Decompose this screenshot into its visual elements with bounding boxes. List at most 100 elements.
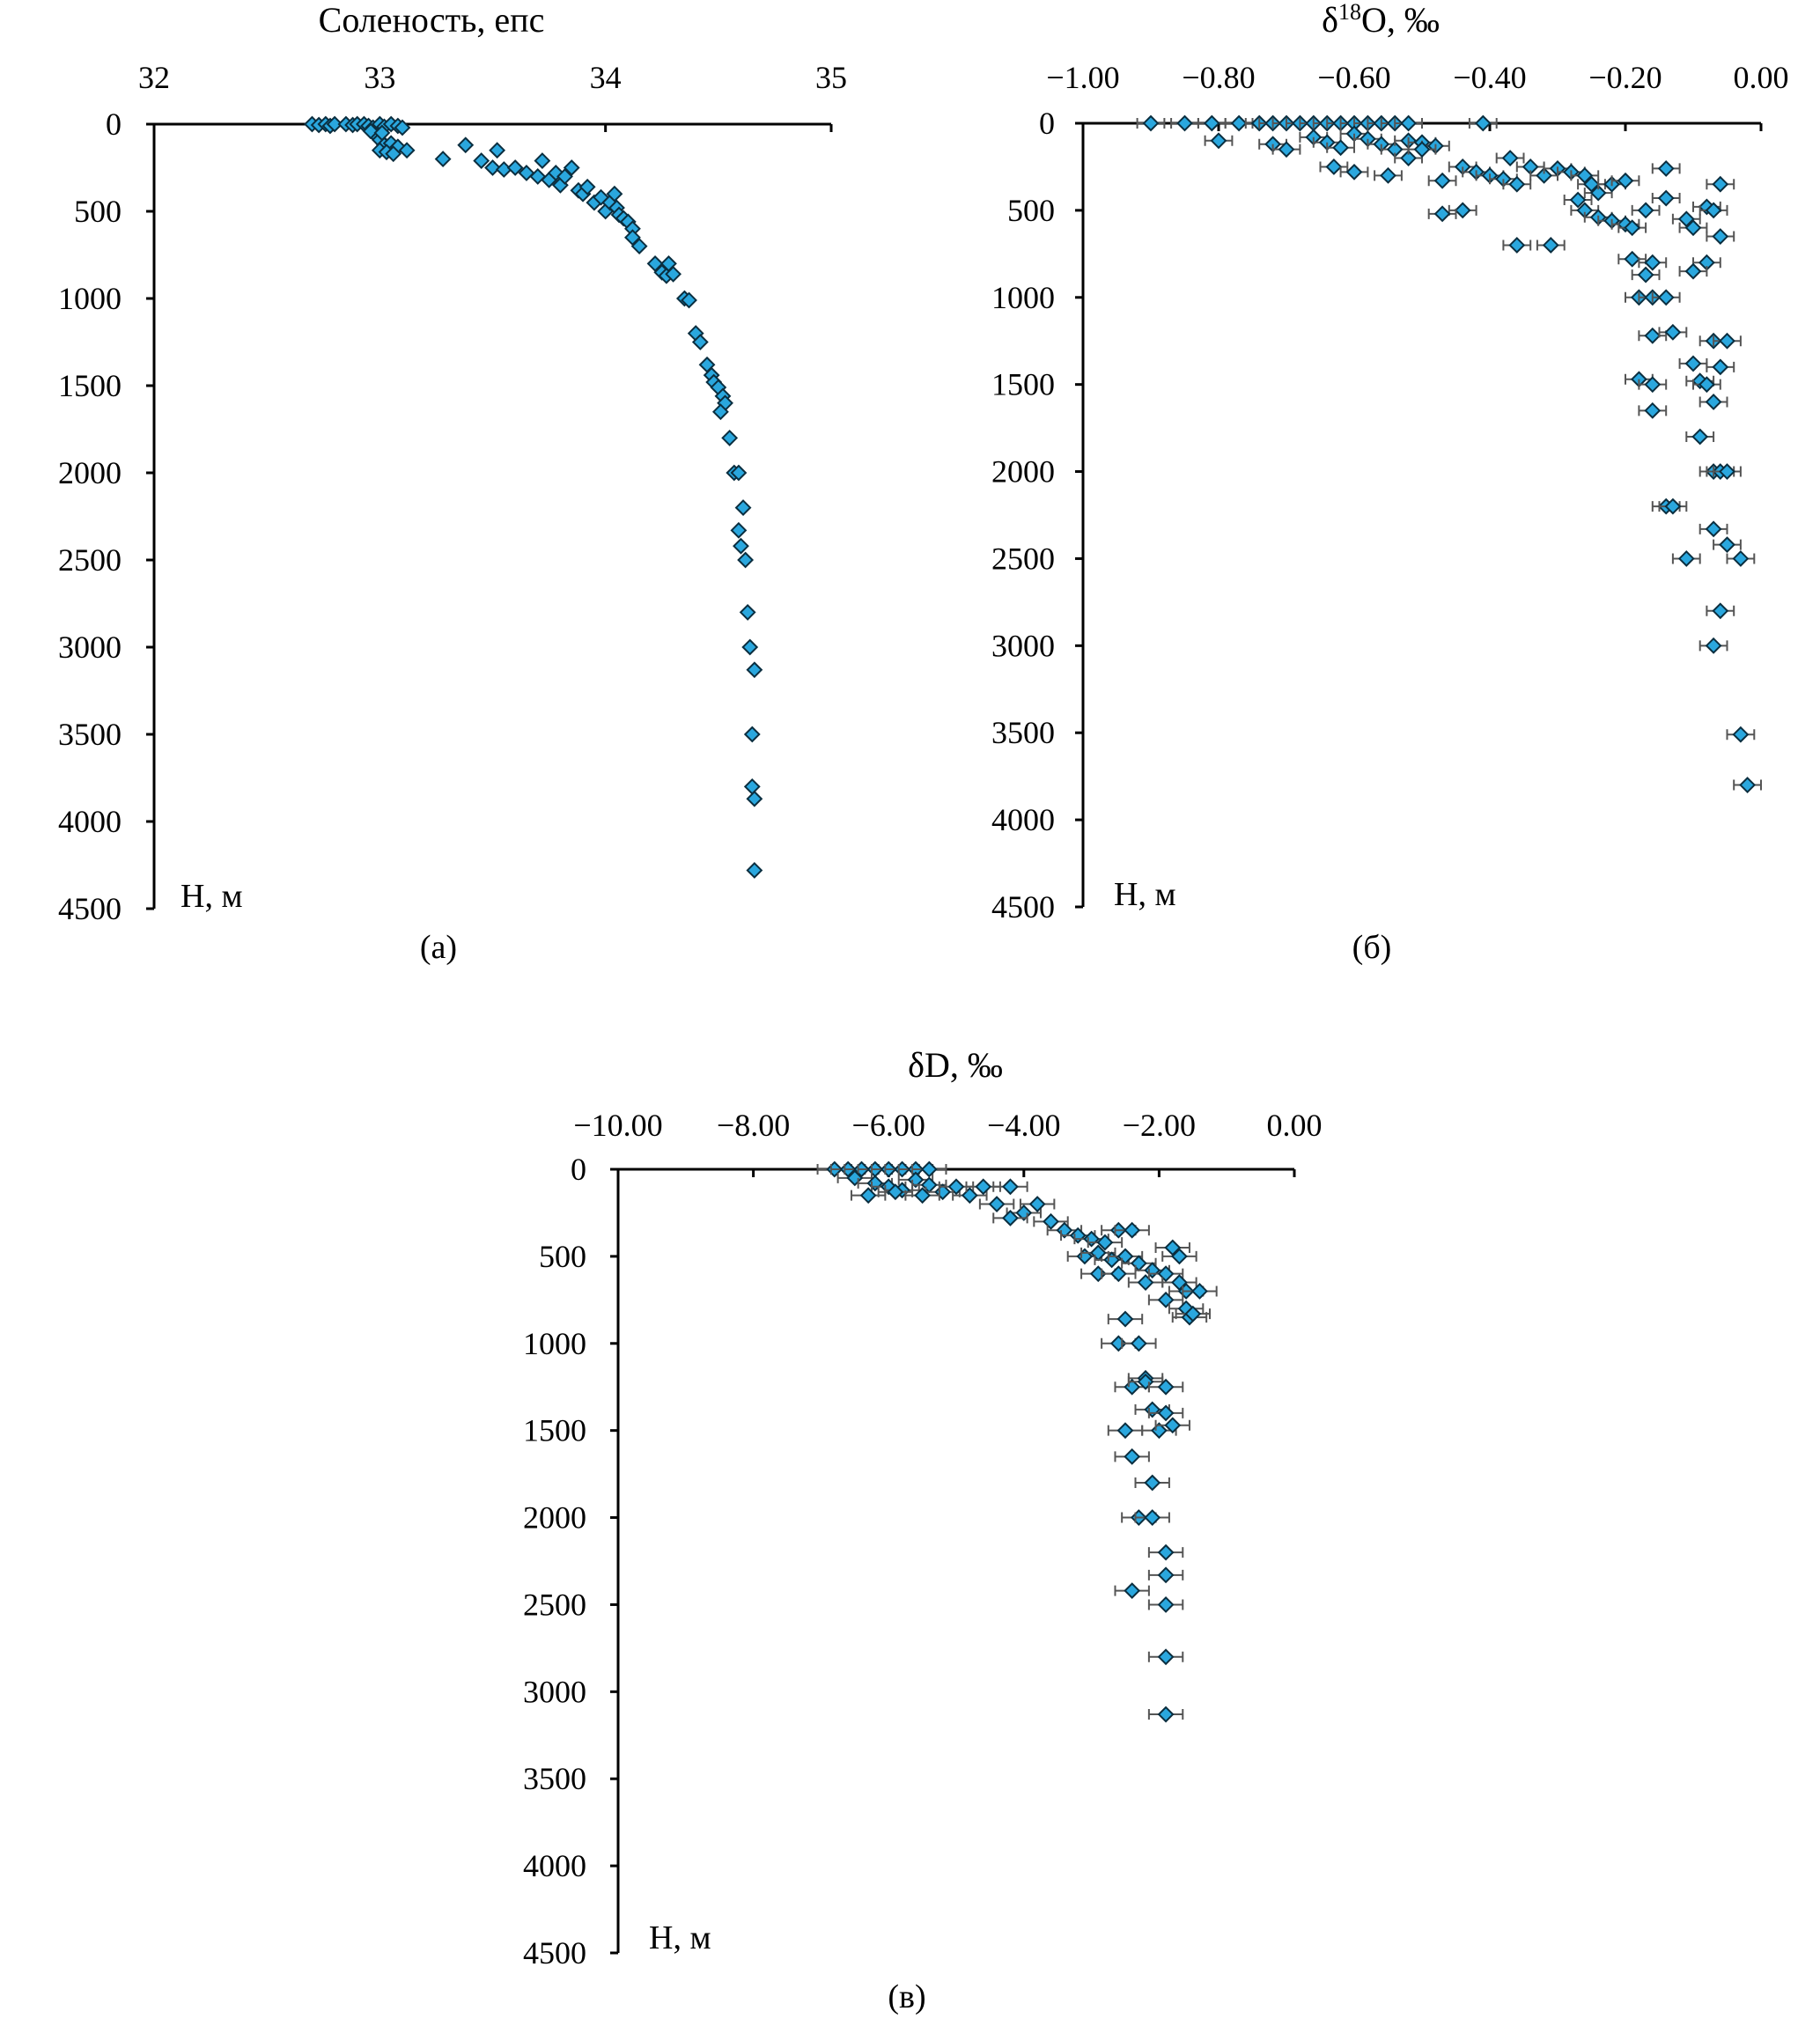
data-point (1400, 114, 1418, 132)
data-point (746, 661, 763, 679)
y-tick-label: 3500 (523, 1761, 586, 1796)
data-point (1124, 1221, 1141, 1239)
y-tick-label: 0 (571, 1152, 586, 1187)
chart-title: δD, ‰ (908, 1045, 1003, 1085)
y-tick-label: 1500 (58, 368, 122, 403)
x-tick-label: 35 (815, 60, 847, 95)
data-point (1124, 1448, 1141, 1465)
panel-caption: (а) (420, 929, 457, 966)
data-point (1345, 163, 1363, 180)
data-point (737, 551, 755, 569)
data-point (534, 152, 551, 169)
data-point (1144, 1474, 1161, 1492)
data-point (733, 537, 749, 555)
data-point (1454, 202, 1471, 219)
data-point (1644, 402, 1662, 419)
y-axis-ticks: 0 500 1000 1500 2000 2500 3000 3500 4000 4500 (58, 107, 154, 926)
data-point (1380, 166, 1396, 184)
data-point (1171, 1248, 1188, 1265)
y-tick-label: 0 (106, 107, 122, 142)
y-tick-label: 3000 (991, 628, 1055, 663)
y-tick-label: 4000 (58, 804, 122, 839)
data-point (743, 777, 761, 795)
data-point (734, 499, 752, 517)
x-tick-label: −0.60 (1317, 60, 1390, 95)
data-point (1637, 266, 1654, 284)
data-point (556, 167, 573, 185)
data-point (1657, 289, 1675, 306)
data-point (1332, 139, 1350, 157)
panel-caption: (в) (888, 1978, 925, 2015)
data-point (1691, 428, 1709, 446)
data-point (1644, 254, 1662, 271)
data-point (1576, 166, 1594, 184)
data-point (1677, 550, 1695, 567)
data-point (1028, 1196, 1046, 1212)
data-point (1002, 1209, 1019, 1227)
data-point (1569, 191, 1587, 209)
data-point (1184, 1305, 1202, 1322)
data-point (1157, 1378, 1175, 1396)
panel-caption: (б) (1352, 929, 1392, 966)
data-point (1705, 202, 1722, 219)
data-point (1624, 219, 1641, 237)
data-point (1677, 210, 1695, 228)
data-point (1712, 175, 1729, 193)
data-point (1124, 1582, 1141, 1600)
data-point (624, 229, 641, 247)
data-point (1096, 1234, 1114, 1251)
data-point (1116, 1248, 1134, 1265)
data-point (1069, 1227, 1087, 1244)
data-point (721, 429, 739, 446)
data-point (846, 1169, 864, 1187)
x-tick-label: −0.40 (1453, 60, 1526, 95)
data-point (1698, 376, 1715, 394)
y-tick-label: 2000 (523, 1500, 586, 1536)
chart-title: Соленость, епс (319, 0, 545, 40)
data-point (1719, 463, 1735, 480)
x-tick-label: −0.80 (1182, 60, 1255, 95)
data-point (1278, 141, 1295, 158)
data-point (1157, 1291, 1175, 1308)
data-point (1719, 332, 1735, 350)
y-axis-ticks: 0 500 1000 1500 2000 2500 3000 3500 4000 4500 (523, 1152, 618, 1971)
data-point (1433, 205, 1451, 223)
data-point (741, 638, 759, 656)
data-point (1508, 237, 1526, 254)
data-point (362, 122, 379, 140)
y-tick-label: 500 (539, 1239, 586, 1274)
y-tick-label: 500 (1007, 193, 1055, 228)
x-tick-label: 33 (364, 60, 395, 95)
data-point (1325, 158, 1343, 175)
data-point (1684, 355, 1702, 372)
data-point (1157, 1596, 1175, 1613)
y-tick-label: 2500 (523, 1587, 586, 1622)
x-tick-label: −10.00 (573, 1108, 662, 1143)
data-point (975, 1178, 992, 1196)
x-tick-label: −0.20 (1588, 60, 1662, 95)
x-tick-label: −4.00 (987, 1108, 1060, 1143)
data-point (743, 726, 761, 743)
data-points (304, 115, 763, 879)
data-point (563, 159, 580, 176)
data-point (529, 167, 547, 185)
x-tick-label: −1.00 (1046, 60, 1119, 95)
data-point (1400, 150, 1418, 166)
data-points (816, 1160, 1218, 1723)
y-tick-label: 1500 (523, 1413, 586, 1448)
y-tick-label: 4000 (523, 1848, 586, 1883)
data-points (1136, 114, 1762, 793)
data-point (1157, 1404, 1175, 1422)
data-point (1157, 1543, 1175, 1561)
y-tick-label: 3000 (523, 1674, 586, 1709)
data-point (1657, 189, 1675, 207)
data-point (1712, 228, 1729, 245)
y-tick-label: 2000 (58, 455, 122, 490)
panel-salinity: Соленость, епс 32 33 34 35 0 500 1000 1500 2000… (58, 0, 847, 966)
data-point (1433, 172, 1451, 189)
data-point (1002, 1178, 1019, 1196)
y-axis-label: H, м (1114, 876, 1176, 913)
data-point (859, 1187, 877, 1205)
data-point (578, 178, 596, 195)
data-point (473, 152, 490, 169)
